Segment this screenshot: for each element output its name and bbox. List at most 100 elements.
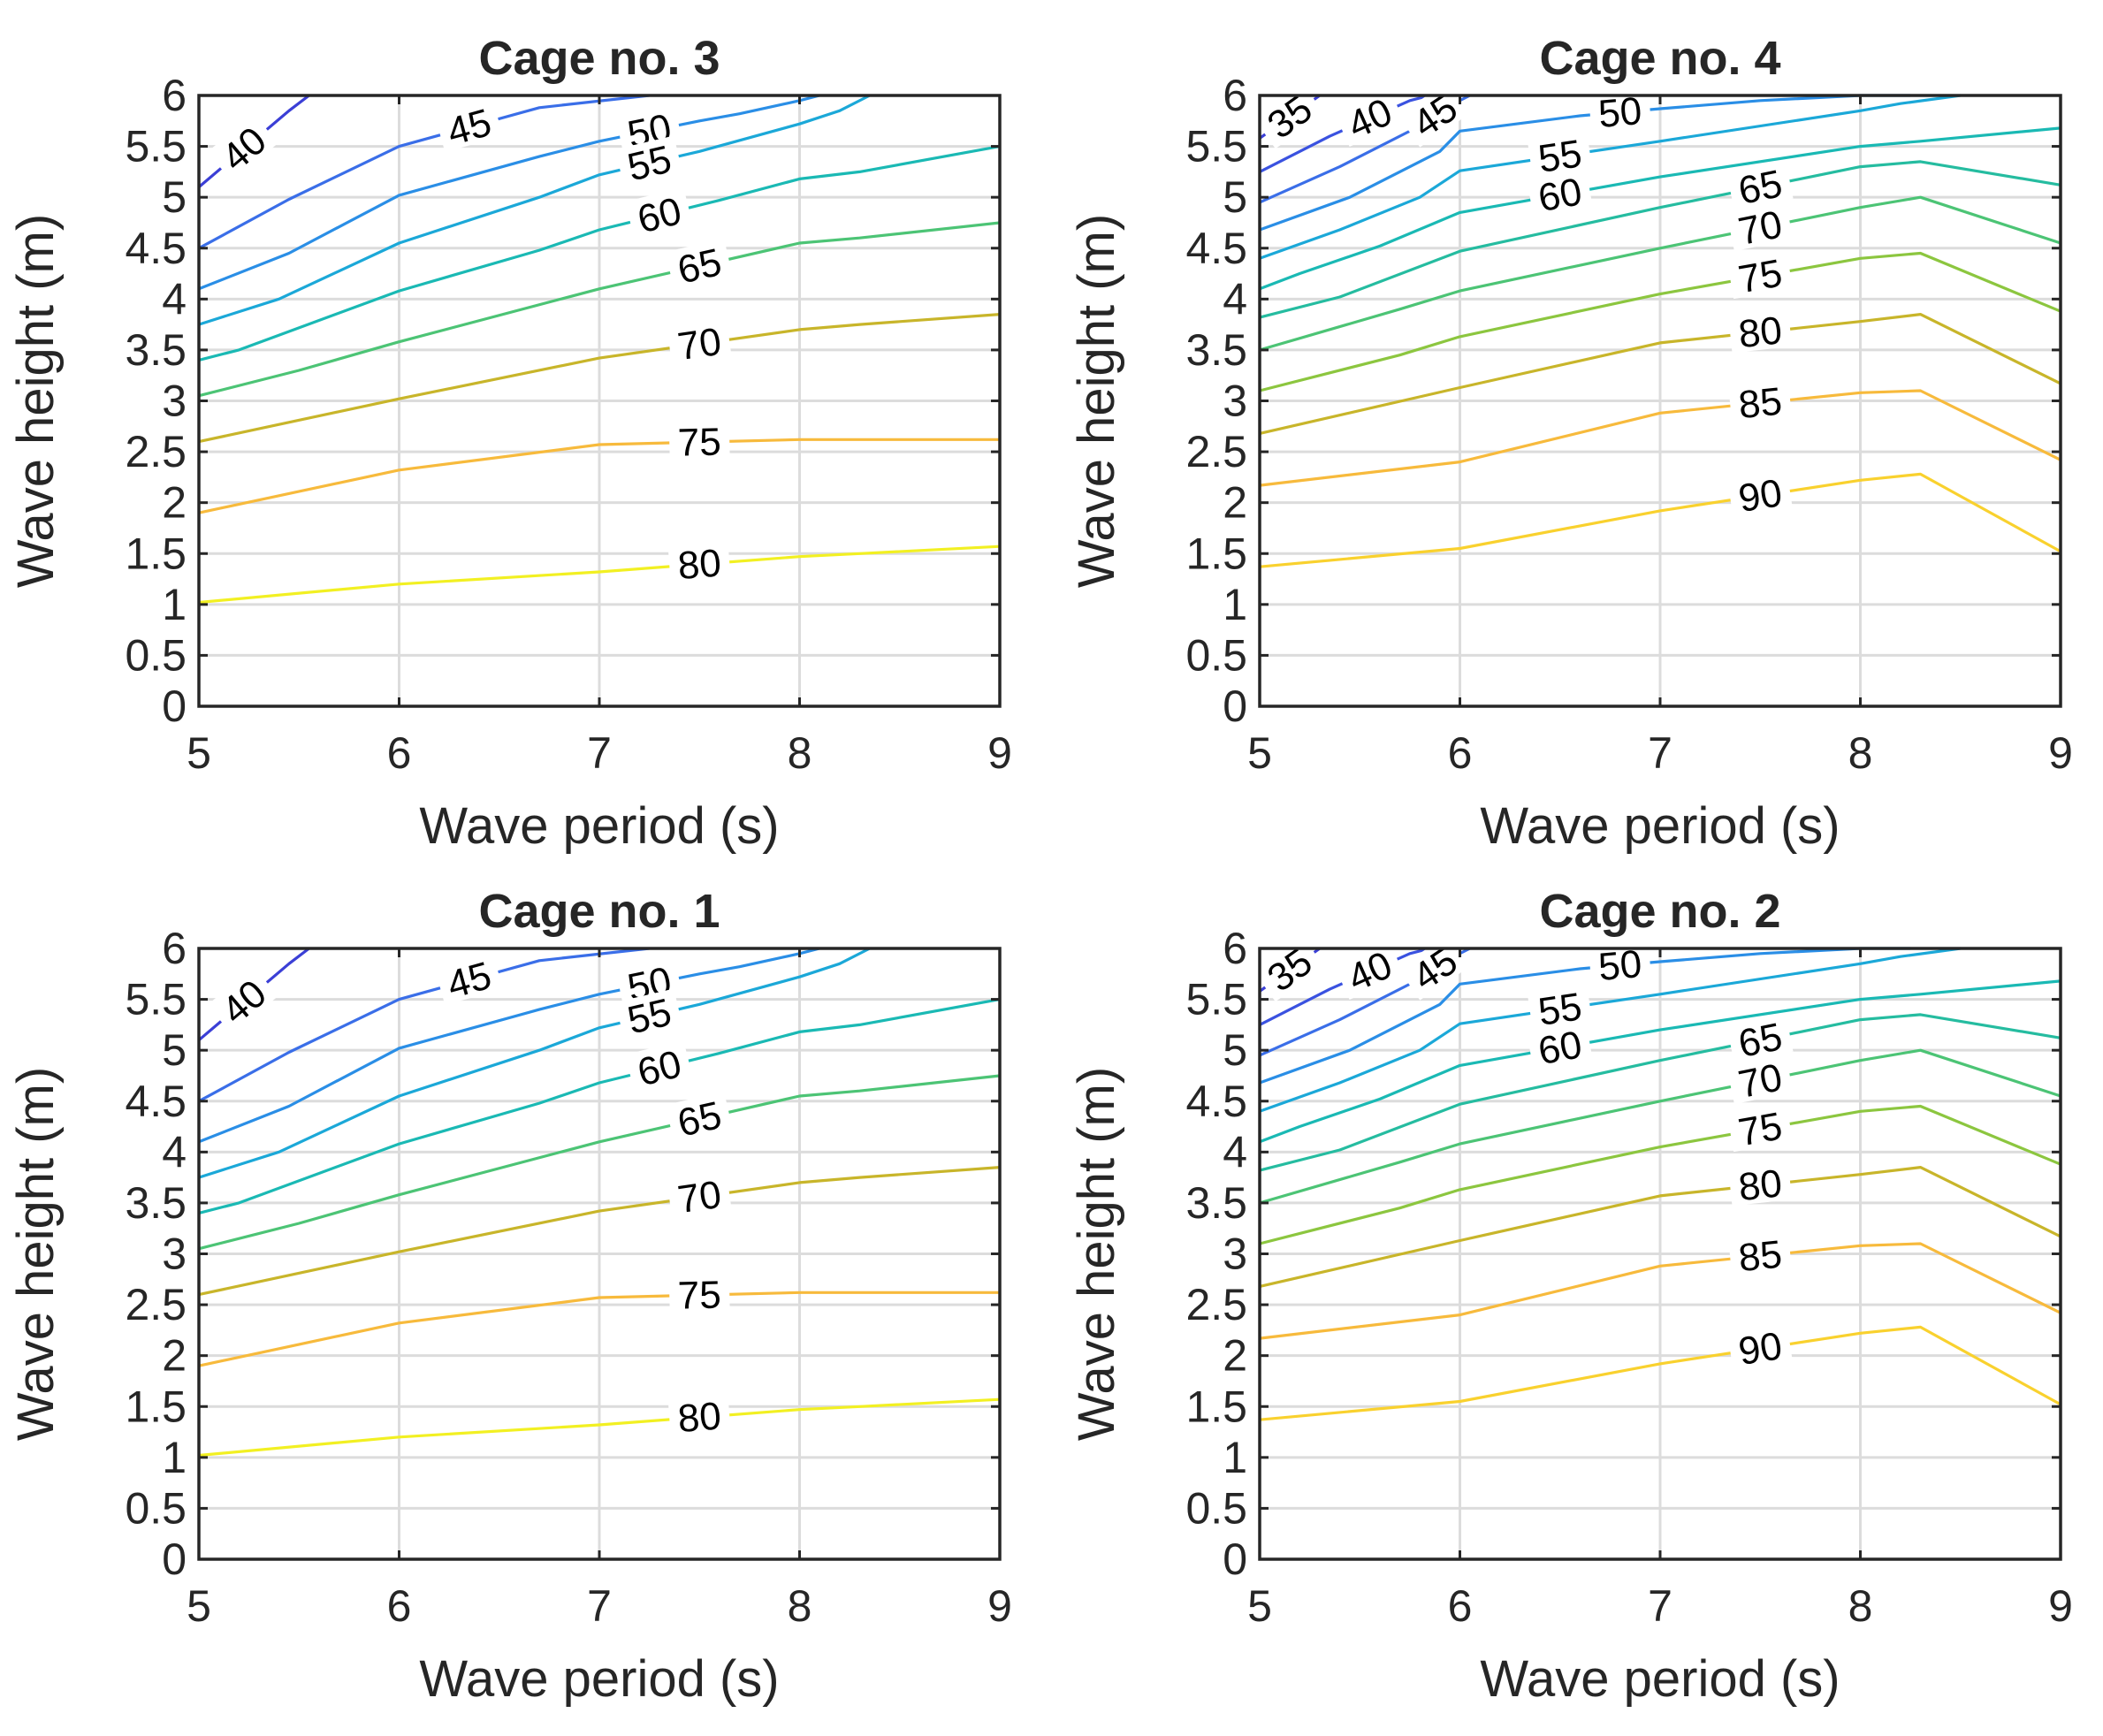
contour-label-background xyxy=(1726,249,1794,300)
y-tick-label: 0.5 xyxy=(1185,630,1247,680)
y-tick-label: 2.5 xyxy=(1185,427,1247,476)
contour-label-background xyxy=(434,951,503,1006)
x-axis-label: Wave period (s) xyxy=(419,797,779,855)
y-tick-label: 2.5 xyxy=(1185,1280,1247,1329)
contour-label-background xyxy=(1253,934,1325,1002)
y-tick-label: 3.5 xyxy=(1185,1178,1247,1228)
y-tick-label: 6 xyxy=(1223,71,1247,120)
contour-label-background xyxy=(1333,940,1405,1001)
contour-line-55 xyxy=(198,947,871,1179)
y-tick-label: 0.5 xyxy=(1185,1483,1247,1533)
x-tick-label: 5 xyxy=(187,1581,211,1631)
x-tick-label: 8 xyxy=(788,728,812,778)
contour-label-background xyxy=(207,966,278,1035)
x-tick-label: 9 xyxy=(987,728,1012,778)
x-tick-label: 8 xyxy=(788,1581,812,1631)
contour-label-50: 50 xyxy=(1596,89,1643,136)
contour-label-background xyxy=(1727,1322,1793,1371)
contour-label-60: 60 xyxy=(1535,170,1585,220)
contour-line-55 xyxy=(198,94,871,326)
contour-label-85: 85 xyxy=(1736,379,1784,427)
contour-label-background xyxy=(1527,168,1593,217)
contour-label-background xyxy=(1727,1231,1793,1277)
contour-label-90: 90 xyxy=(1735,1324,1785,1374)
y-tick-label: 2 xyxy=(162,1331,187,1381)
chart-title: Cage no. 4 xyxy=(1539,32,1780,85)
y-tick-label: 1 xyxy=(162,1433,187,1482)
contour-line-50 xyxy=(1259,94,1911,232)
y-tick-label: 2.5 xyxy=(125,1280,187,1329)
contour-label-background xyxy=(1588,88,1652,133)
contour-label-85: 85 xyxy=(1736,1232,1784,1280)
contour-label-background xyxy=(1727,308,1793,354)
contour-label-55: 55 xyxy=(623,138,675,190)
y-tick-label: 2 xyxy=(1223,1331,1247,1381)
contour-line-45 xyxy=(198,94,650,250)
y-tick-label: 5.5 xyxy=(125,122,187,171)
x-tick-label: 6 xyxy=(387,1581,412,1631)
x-tick-label: 9 xyxy=(2048,728,2073,778)
contour-label-90: 90 xyxy=(1735,471,1785,521)
y-tick-label: 0.5 xyxy=(125,630,187,680)
contour-line-50 xyxy=(1259,947,1911,1085)
y-tick-label: 6 xyxy=(162,71,187,120)
contour-line-65 xyxy=(1259,1013,2061,1172)
y-tick-label: 4 xyxy=(1223,1127,1247,1176)
y-tick-label: 5.5 xyxy=(125,975,187,1024)
y-tick-label: 2 xyxy=(1223,478,1247,528)
y-tick-label: 4 xyxy=(162,274,187,324)
contour-label-background xyxy=(1527,1021,1593,1070)
contour-label-70: 70 xyxy=(1734,1055,1786,1107)
contour-line-65 xyxy=(1259,160,2061,319)
contour-label-background xyxy=(1727,1161,1793,1207)
contour-label-background xyxy=(1588,941,1652,986)
contour-line-65 xyxy=(198,221,1001,398)
contour-line-75 xyxy=(1259,1104,2061,1245)
y-tick-label: 4.5 xyxy=(1185,1077,1247,1126)
contour-label-80: 80 xyxy=(1736,308,1784,356)
y-tick-label: 5 xyxy=(1223,1025,1247,1075)
y-tick-label: 0 xyxy=(162,681,187,731)
x-tick-label: 7 xyxy=(587,728,612,778)
y-axis-label: Wave height (m) xyxy=(7,214,65,588)
contour-label-60: 60 xyxy=(633,189,685,241)
contour-label-background xyxy=(1726,1054,1794,1105)
contour-label-background xyxy=(1727,378,1793,424)
x-axis-label: Wave period (s) xyxy=(1480,797,1840,855)
x-tick-label: 7 xyxy=(587,1581,612,1631)
y-tick-label: 4.5 xyxy=(125,224,187,273)
contour-label-80: 80 xyxy=(1736,1161,1784,1209)
x-tick-label: 8 xyxy=(1848,728,1873,778)
contour-label-background xyxy=(1726,160,1794,211)
contour-label-background xyxy=(667,1171,732,1219)
y-tick-label: 1 xyxy=(1223,580,1247,629)
contour-label-background xyxy=(1726,1013,1794,1064)
contour-label-background xyxy=(1333,87,1405,148)
contour-label-background xyxy=(615,135,683,187)
contour-label-60: 60 xyxy=(633,1042,685,1094)
y-tick-label: 0.5 xyxy=(125,1483,187,1533)
x-tick-label: 7 xyxy=(1648,728,1672,778)
y-tick-label: 5 xyxy=(162,1025,187,1075)
y-tick-label: 3 xyxy=(162,1230,187,1279)
contour-line-60 xyxy=(198,145,1001,362)
x-tick-label: 8 xyxy=(1848,1581,1873,1631)
contour-label-background xyxy=(1727,469,1793,518)
y-tick-label: 3 xyxy=(1223,1230,1247,1279)
contour-label-80: 80 xyxy=(676,1395,723,1442)
contour-line-70 xyxy=(1259,195,2061,352)
y-tick-label: 0 xyxy=(1223,681,1247,731)
x-tick-label: 5 xyxy=(1247,728,1272,778)
y-axis-label: Wave height (m) xyxy=(1068,214,1125,588)
contour-label-background xyxy=(1253,81,1325,149)
x-tick-label: 9 xyxy=(2048,1581,2073,1631)
contour-label-60: 60 xyxy=(1535,1023,1585,1073)
contour-label-background xyxy=(434,98,503,153)
contour-label-55: 55 xyxy=(623,991,675,1043)
x-tick-label: 6 xyxy=(1448,728,1473,778)
contour-label-background xyxy=(1398,934,1470,1001)
y-tick-label: 1.5 xyxy=(1185,1382,1247,1431)
y-tick-label: 3 xyxy=(1223,377,1247,426)
contour-line-60 xyxy=(198,998,1001,1214)
